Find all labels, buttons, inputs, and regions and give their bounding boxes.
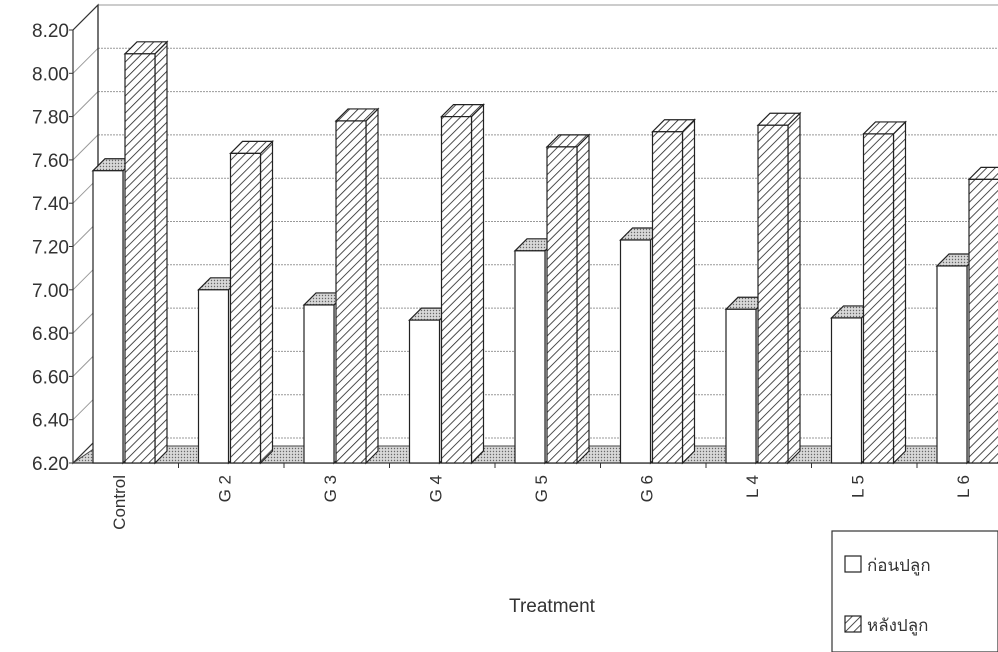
x-tick-label: G 2 [216, 475, 235, 502]
x-axis-ticks: Control G 2 G 3 G 4 G 5 G 6 L 4 L 5 L 6 [110, 463, 973, 530]
bar-after [756, 111, 802, 465]
gridline-side [72, 134, 99, 161]
x-tick-label: G 4 [427, 475, 446, 502]
x-axis-title: Treatment [509, 596, 596, 617]
x-tick-label: Control [110, 475, 129, 530]
x-tick-label: G 3 [321, 475, 340, 502]
legend-label-before: ก่อนปลูก [867, 556, 931, 576]
gridline-side [72, 91, 99, 117]
bar-after [440, 103, 485, 465]
y-tick-label: 7.40 [32, 194, 69, 215]
bars [91, 40, 998, 465]
x-tick-label: L 6 [954, 475, 973, 498]
legend-box [831, 530, 998, 652]
y-tick-label: 8.00 [32, 64, 69, 85]
legend: ก่อนปลูก หลังปลูก [831, 530, 998, 652]
legend-label-after: หลังปลูก [867, 616, 928, 636]
x-tick-label: L 5 [849, 475, 868, 498]
legend-swatch-after [844, 615, 862, 633]
bar-after [651, 118, 696, 465]
legend-swatch-before [844, 555, 862, 573]
gridline-side [72, 47, 99, 74]
y-tick-label: 6.60 [32, 367, 69, 388]
bar-after [967, 166, 998, 464]
y-tick-label: 7.00 [32, 281, 69, 302]
bar-after [123, 40, 169, 465]
y-tick-label: 6.20 [32, 454, 69, 475]
x-tick-label: L 4 [743, 475, 762, 498]
y-tick-label: 7.80 [32, 108, 69, 129]
x-tick-label: G 5 [532, 475, 551, 502]
y-tick-label: 8.20 [32, 21, 69, 42]
y-tick-label: 6.40 [32, 411, 69, 432]
bar-after [229, 139, 274, 465]
x-tick-label: G 6 [638, 475, 657, 502]
y-axis-ticks: 6.20 6.40 6.60 6.80 7.00 7.20 7.40 7.60 7.80 8.00… [32, 21, 73, 475]
y-tick-label: 6.80 [32, 324, 69, 345]
y-tick-label: 7.20 [32, 238, 69, 259]
bar-after [334, 107, 380, 465]
y-tick-label: 7.60 [32, 151, 69, 172]
bar-after [545, 133, 591, 465]
bar-after [862, 120, 907, 465]
